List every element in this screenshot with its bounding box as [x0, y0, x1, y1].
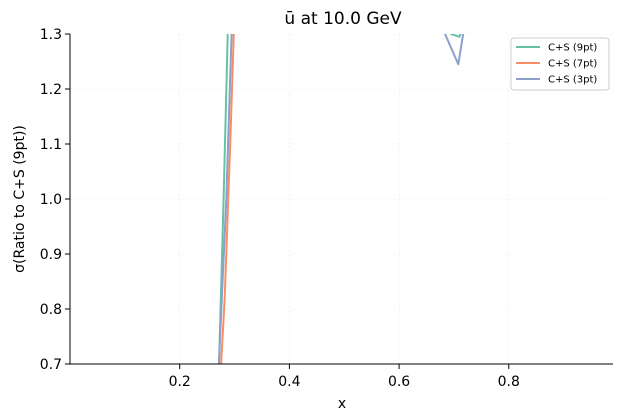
series-line-3-segment [443, 34, 465, 66]
legend-label: C+S (3pt) [548, 75, 597, 86]
series-line-3 [217, 34, 233, 364]
series-line-2 [220, 34, 235, 364]
y-ticks: 0.7 0.8 0.9 1.0 1.1 1.2 1.3 [40, 27, 70, 373]
y-tick-label: 1.3 [40, 27, 62, 43]
x-tick-label: 0.2 [169, 374, 191, 390]
y-tick-label: 0.8 [40, 302, 62, 318]
y-tick-label: 1.1 [40, 137, 62, 153]
y-tick-label: 0.7 [40, 357, 62, 373]
legend-label: C+S (9pt) [548, 43, 597, 54]
x-ticks: 0.2 0.4 0.6 0.8 [169, 364, 520, 390]
x-tick-label: 0.6 [388, 374, 410, 390]
series-line-1-segment [449, 34, 462, 38]
x-tick-label: 0.4 [278, 374, 300, 390]
legend-box [510, 37, 610, 91]
legend: C+S (9pt) C+S (7pt) C+S (3pt) [510, 37, 610, 91]
y-tick-label: 0.9 [40, 247, 62, 263]
legend-label: C+S (7pt) [548, 59, 597, 70]
chart-title: ū at 10.0 GeV [284, 9, 402, 29]
y-tick-label: 1.0 [40, 192, 62, 208]
series-group [217, 34, 465, 364]
y-axis-label: σ(Ratio to C+S (9pt)) [12, 125, 28, 273]
x-axis-label: x [338, 396, 346, 412]
x-tick-label: 0.8 [498, 374, 520, 390]
y-tick-label: 1.2 [40, 82, 62, 98]
